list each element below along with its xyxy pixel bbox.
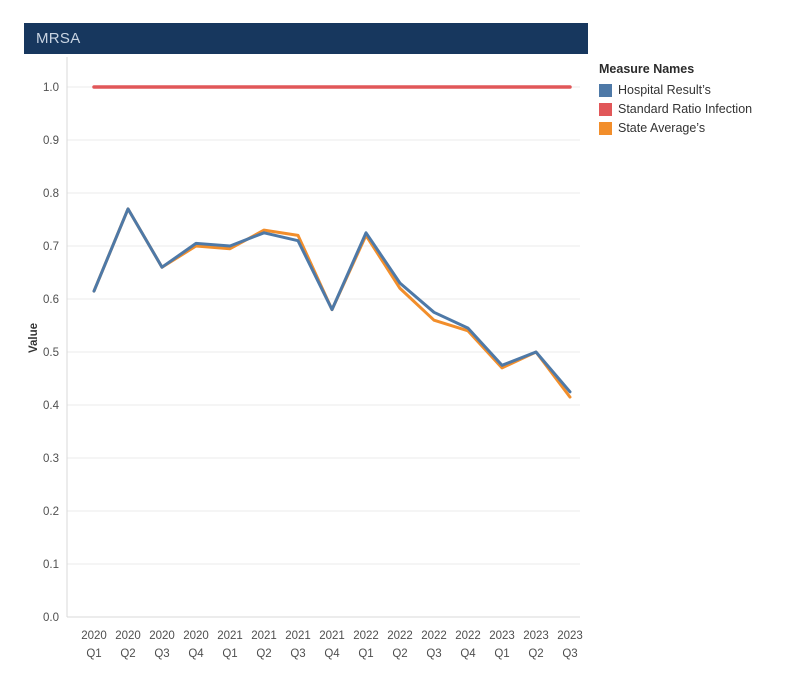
svg-text:2021: 2021 [217, 630, 243, 642]
svg-text:0.4: 0.4 [43, 400, 60, 412]
legend-item-hospital-results[interactable]: Hospital Result’s [599, 83, 752, 97]
svg-text:0.9: 0.9 [43, 135, 59, 147]
svg-text:2020: 2020 [183, 630, 209, 642]
svg-text:2020: 2020 [115, 630, 141, 642]
svg-text:0.2: 0.2 [43, 506, 59, 518]
legend-item-label: State Average’s [618, 121, 706, 135]
svg-text:Q4: Q4 [324, 648, 340, 660]
legend-item-label: Standard Ratio Infection [618, 102, 753, 116]
svg-text:2021: 2021 [319, 630, 345, 642]
svg-text:Q1: Q1 [222, 648, 237, 660]
svg-text:2023: 2023 [489, 630, 515, 642]
svg-text:0.5: 0.5 [43, 347, 59, 359]
svg-text:0.3: 0.3 [43, 453, 59, 465]
svg-text:0.0: 0.0 [43, 612, 59, 624]
svg-text:0.1: 0.1 [43, 559, 59, 571]
svg-text:Q3: Q3 [562, 648, 577, 660]
svg-text:Q3: Q3 [426, 648, 441, 660]
svg-text:2021: 2021 [285, 630, 311, 642]
svg-text:2022: 2022 [421, 630, 447, 642]
legend-title: Measure Names [599, 62, 695, 76]
svg-text:Q4: Q4 [188, 648, 204, 660]
svg-text:Q4: Q4 [460, 648, 476, 660]
svg-text:2023: 2023 [523, 630, 549, 642]
legend-swatch-state-averages-icon [599, 121, 612, 135]
svg-text:2022: 2022 [387, 630, 413, 642]
legend-item-state-averages[interactable]: State Average’s [599, 121, 752, 135]
legend-item-standard-ratio-infection[interactable]: Standard Ratio Infection [599, 102, 752, 116]
svg-text:2023: 2023 [557, 630, 583, 642]
svg-text:Q3: Q3 [154, 648, 169, 660]
svg-text:2020: 2020 [149, 630, 175, 642]
svg-text:2020: 2020 [81, 630, 107, 642]
svg-text:Q2: Q2 [392, 648, 407, 660]
svg-text:Q1: Q1 [86, 648, 101, 660]
svg-text:Q2: Q2 [528, 648, 543, 660]
chart-title: MRSA [36, 30, 81, 47]
legend-item-label: Hospital Result’s [618, 83, 711, 97]
svg-text:1.0: 1.0 [43, 82, 59, 94]
svg-text:2021: 2021 [251, 630, 277, 642]
svg-text:Q1: Q1 [358, 648, 373, 660]
svg-text:0.8: 0.8 [43, 188, 59, 200]
svg-text:Q2: Q2 [256, 648, 271, 660]
svg-text:Q2: Q2 [120, 648, 135, 660]
chart-title-bar: MRSA [24, 23, 588, 54]
svg-text:0.7: 0.7 [43, 241, 59, 253]
legend-swatch-hospital-results-icon [599, 83, 612, 97]
y-axis-title: Value [28, 322, 40, 354]
svg-text:Q1: Q1 [494, 648, 509, 660]
svg-text:2022: 2022 [455, 630, 481, 642]
svg-text:0.6: 0.6 [43, 294, 59, 306]
svg-text:2022: 2022 [353, 630, 379, 642]
legend-swatch-standard-ratio-infection-icon [599, 102, 612, 116]
svg-text:Q3: Q3 [290, 648, 305, 660]
legend: Measure Names Hospital Result’s Standard… [599, 62, 752, 140]
